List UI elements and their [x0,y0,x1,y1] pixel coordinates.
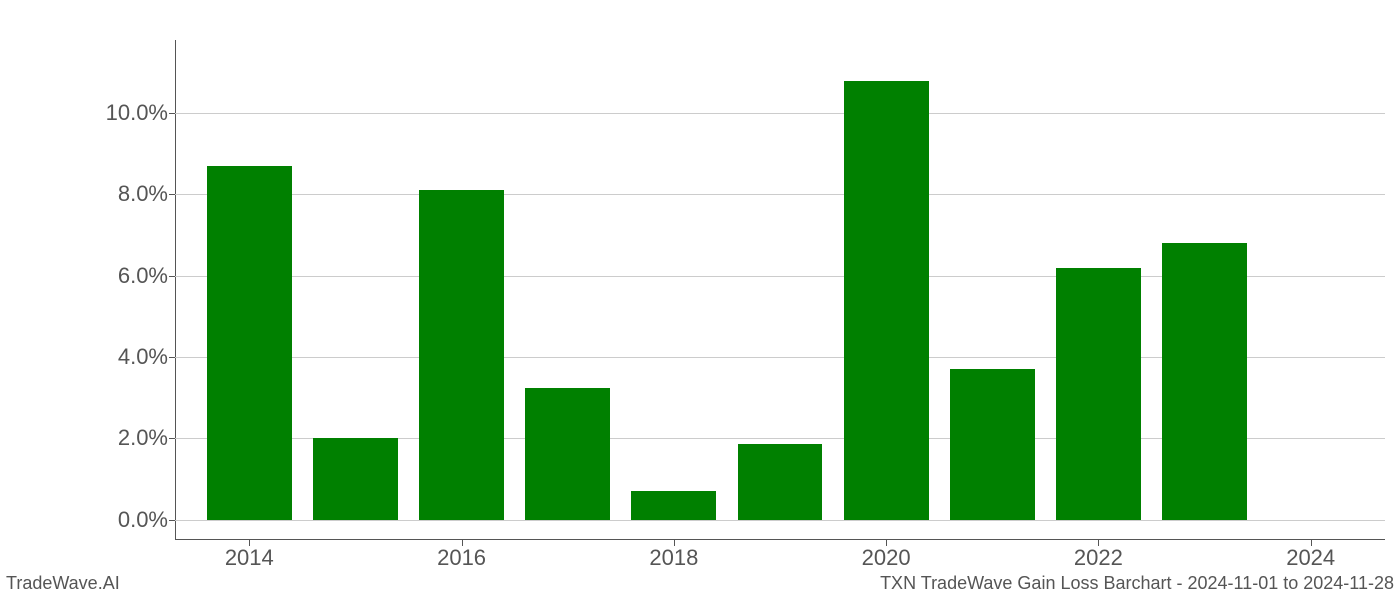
bar-2018 [631,491,716,519]
y-tick-label: 2.0% [88,425,168,451]
bar-2014 [207,166,292,520]
bar-2022 [1056,268,1141,520]
y-tick-mark [169,276,175,277]
gridline [175,194,1385,195]
bar-2021 [950,369,1035,519]
y-tick-mark [169,520,175,521]
y-axis-spine [175,40,176,540]
y-tick-label: 0.0% [88,507,168,533]
y-tick-mark [169,194,175,195]
bar-2023 [1162,243,1247,519]
x-tick-label: 2016 [437,545,486,571]
y-tick-label: 8.0% [88,181,168,207]
y-tick-mark [169,113,175,114]
bar-2020 [844,81,929,520]
plot-area [175,40,1385,540]
footer-left-text: TradeWave.AI [6,573,120,594]
bar-2019 [738,444,823,519]
x-tick-label: 2024 [1286,545,1335,571]
y-tick-mark [169,438,175,439]
x-tick-label: 2018 [649,545,698,571]
x-tick-label: 2022 [1074,545,1123,571]
gridline [175,113,1385,114]
y-tick-label: 6.0% [88,263,168,289]
gridline [175,520,1385,521]
bar-2016 [419,190,504,519]
bar-2015 [313,438,398,519]
y-tick-label: 4.0% [88,344,168,370]
chart-container: TradeWave.AI TXN TradeWave Gain Loss Bar… [0,0,1400,600]
footer-right-text: TXN TradeWave Gain Loss Barchart - 2024-… [880,573,1394,594]
bar-2017 [525,388,610,520]
y-tick-mark [169,357,175,358]
x-axis-spine [175,539,1385,540]
x-tick-label: 2014 [225,545,274,571]
y-tick-label: 10.0% [88,100,168,126]
x-tick-label: 2020 [862,545,911,571]
